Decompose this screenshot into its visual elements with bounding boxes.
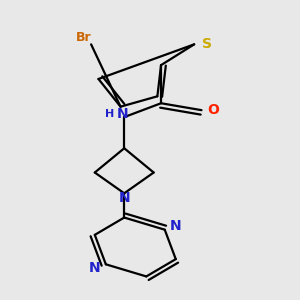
- Text: N: N: [118, 191, 130, 206]
- Text: N: N: [170, 219, 182, 233]
- Text: H: H: [105, 109, 114, 119]
- Text: S: S: [202, 37, 212, 51]
- Text: N: N: [89, 261, 100, 275]
- Text: N: N: [117, 107, 128, 121]
- Text: Br: Br: [76, 31, 92, 44]
- Text: O: O: [207, 103, 219, 117]
